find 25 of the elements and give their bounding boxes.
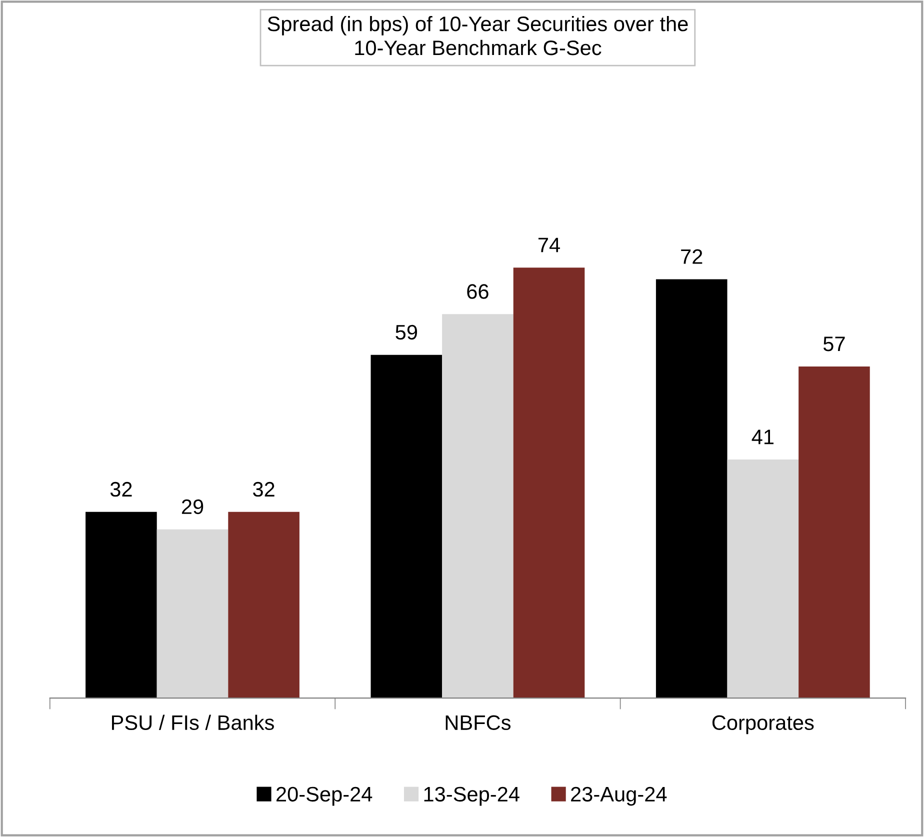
x-tick-label: NBFCs	[446, 715, 511, 730]
bar	[370, 354, 442, 698]
data-label: 57	[823, 336, 845, 352]
data-label: 32	[253, 482, 274, 497]
data-label: 74	[538, 238, 560, 252]
data-label: 66	[467, 284, 488, 299]
bar	[798, 366, 870, 698]
x-tick-label: PSU / FIs / Banks	[112, 714, 274, 730]
bar	[656, 279, 728, 698]
legend-label: 20-Sep-24	[276, 786, 372, 806]
chart-title: Spread (in bps) of 10-Year Securities over the 10-Year Benchmark G-Sec	[268, 16, 688, 56]
bar	[156, 529, 228, 698]
data-label: 59	[396, 324, 418, 340]
bar	[86, 512, 157, 698]
data-label: 72	[681, 249, 702, 264]
legend-label: 13-Sep-24	[424, 786, 520, 806]
bar	[727, 460, 799, 698]
bar	[513, 268, 585, 698]
data-label: 41	[752, 430, 774, 444]
bar	[442, 314, 514, 698]
bar	[228, 512, 300, 698]
x-tick-label: Corporates	[712, 715, 814, 734]
data-label: 29	[182, 499, 204, 514]
legend-label: 23-Aug-24	[571, 786, 667, 806]
data-label: 32	[110, 482, 132, 497]
